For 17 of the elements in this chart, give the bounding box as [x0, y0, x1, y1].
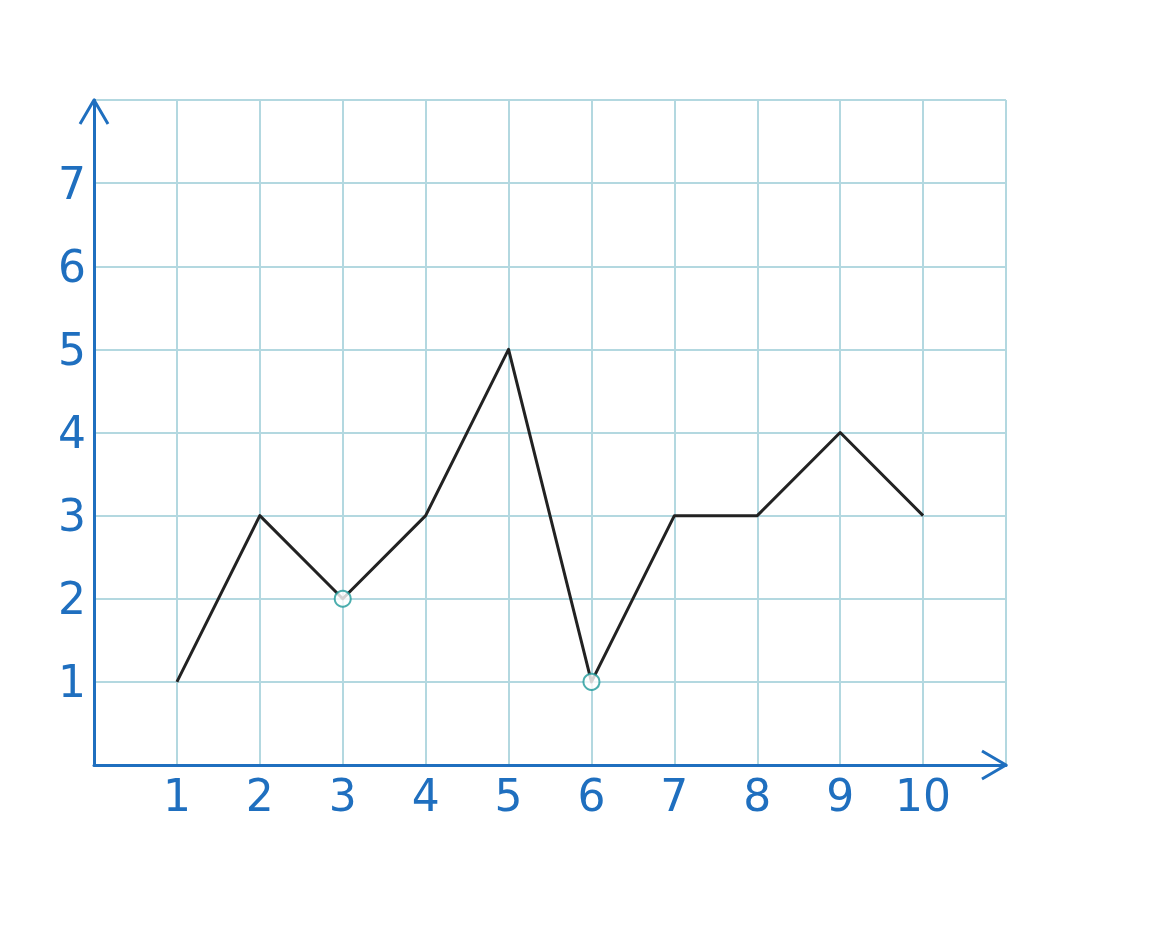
x-tick-label: 10 — [895, 769, 952, 821]
x-tick-label: 4 — [411, 769, 440, 821]
y-tick-label: 2 — [58, 573, 86, 625]
y-tick-label: 7 — [58, 157, 86, 209]
x-tick-label: 9 — [826, 769, 855, 821]
x-tick-label: 5 — [494, 769, 523, 821]
y-tick-label: 3 — [58, 490, 86, 542]
y-tick-label: 5 — [58, 323, 86, 375]
x-tick-label: 7 — [660, 769, 689, 821]
x-tick-label: 1 — [162, 769, 191, 821]
x-tick-label: 3 — [328, 769, 357, 821]
y-tick-label: 4 — [58, 407, 86, 458]
x-tick-label: 6 — [577, 769, 606, 821]
x-tick-label: 8 — [743, 769, 772, 821]
x-tick-label: 2 — [245, 769, 274, 821]
y-tick-label: 6 — [58, 240, 86, 292]
y-tick-label: 1 — [58, 656, 86, 708]
